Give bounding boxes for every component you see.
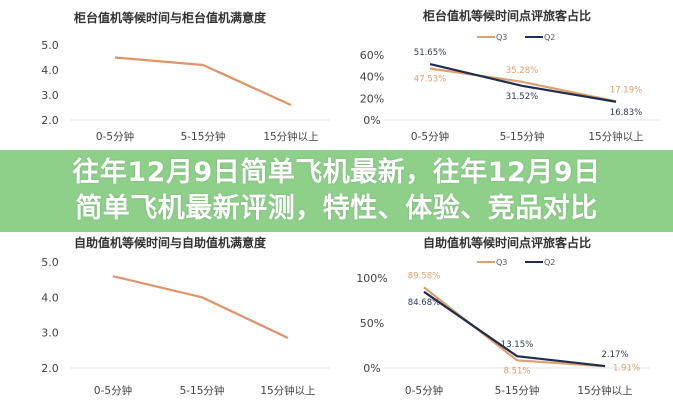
y-tick-label: 2.0: [41, 362, 59, 375]
y-tick-label: 2.0: [41, 114, 59, 127]
x-tick-label: 0-5分钟: [96, 130, 134, 143]
legend-label: Q3: [496, 258, 507, 267]
series-line: [112, 275, 289, 339]
x-tick-label: 5-15分钟: [495, 384, 540, 397]
series-line: [114, 56, 292, 107]
y-tick-label: 50%: [360, 317, 384, 330]
x-tick-label: 0-5分钟: [94, 384, 132, 397]
legend-label: Q3: [496, 33, 507, 42]
data-label: 84.68%: [408, 298, 440, 308]
x-tick-label: 5-15分钟: [500, 130, 545, 143]
y-tick-label: 20%: [360, 92, 384, 105]
y-tick-label: 100%: [356, 272, 387, 285]
x-tick-label: 5-15分钟: [181, 130, 226, 143]
chart-title: 柜台值机等候时间与柜台值机满意度: [73, 10, 267, 25]
chart-title: 自助值机等候时间与自助值机满意度: [74, 235, 267, 250]
data-label: 47.53%: [414, 75, 446, 85]
y-tick-label: 0%: [363, 362, 380, 375]
headline-line-1: 往年12月9日简单飞机最新，往年12月9日: [72, 157, 601, 188]
chart-title: 自助值机等候时间点评旅客占比: [423, 235, 591, 250]
legend-label: Q2: [544, 33, 555, 42]
headline-line-2: 简单飞机最新评测，特性、体验、竞品对比: [75, 193, 598, 224]
y-tick-label: 5.0: [41, 256, 59, 269]
y-tick-label: 60%: [360, 49, 384, 62]
x-tick-label: 5-15分钟: [180, 384, 225, 397]
data-label: 16.83%: [610, 108, 642, 118]
series-line-q2: [423, 290, 606, 368]
legend-label: Q2: [544, 258, 555, 267]
x-tick-label: 15分钟以上: [263, 130, 318, 143]
data-label: 17.19%: [610, 85, 642, 95]
y-tick-label: 0%: [363, 114, 380, 127]
chart-title: 柜台值机等候时间点评旅客占比: [422, 8, 591, 23]
series-line-q2: [429, 62, 617, 103]
data-label: 51.65%: [414, 48, 446, 58]
headline-banner: [0, 150, 673, 232]
data-label: 35.28%: [506, 66, 538, 76]
x-tick-label: 15分钟以上: [260, 384, 315, 397]
data-label: 13.15%: [501, 340, 533, 350]
data-label: 1.91%: [613, 363, 640, 373]
data-label: 8.51%: [503, 366, 530, 376]
x-tick-label: 0-5分钟: [405, 384, 443, 397]
series-line-q3: [429, 67, 617, 103]
y-tick-label: 3.0: [41, 89, 59, 102]
y-tick-label: 3.0: [41, 327, 59, 340]
data-label: 89.58%: [408, 271, 440, 281]
x-tick-label: 15分钟以上: [588, 130, 643, 143]
x-tick-label: 15分钟以上: [577, 384, 632, 397]
headline: 往年12月9日简单飞机最新，往年12月9日 简单飞机最新评测，特性、体验、竞品对…: [0, 155, 673, 227]
data-label: 2.17%: [601, 350, 628, 360]
y-tick-label: 4.0: [41, 291, 59, 304]
series-line-q3: [423, 286, 606, 368]
y-tick-label: 4.0: [41, 64, 59, 77]
data-label: 31.52%: [506, 92, 538, 102]
x-tick-label: 0-5分钟: [411, 130, 449, 143]
y-tick-label: 5.0: [41, 39, 59, 52]
y-tick-label: 40%: [360, 71, 384, 84]
